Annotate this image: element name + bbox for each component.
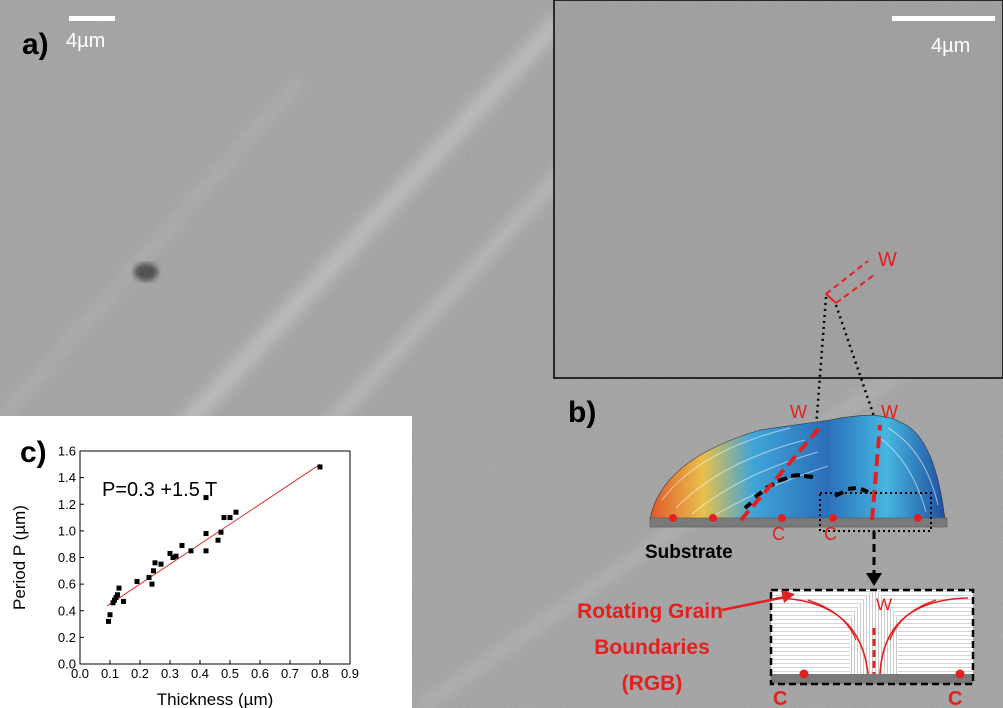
rgb-label-line-3: (RGB) <box>622 672 683 695</box>
y-tick-label: 0.8 <box>58 550 76 565</box>
data-point <box>134 578 140 584</box>
data-point <box>112 597 117 603</box>
data-point <box>203 548 209 554</box>
panel-b-label: b) <box>568 396 596 429</box>
data-point <box>107 612 113 618</box>
y-tick-label: 1.4 <box>58 470 76 485</box>
substrate-bar <box>649 517 948 528</box>
data-point <box>115 592 120 598</box>
data-point <box>179 543 185 549</box>
inset-wall-label: W <box>878 249 897 271</box>
data-point <box>121 598 126 604</box>
data-point <box>170 555 176 560</box>
data-point <box>113 594 119 600</box>
y-tick-label: 0.4 <box>58 603 76 618</box>
panel-a-label: a) <box>22 28 49 61</box>
data-point <box>146 574 152 580</box>
inset-wall-marker <box>825 260 875 304</box>
zoom-contact-label: C <box>773 688 787 708</box>
x-tick-label: 0.1 <box>101 666 119 681</box>
data-point <box>203 495 209 501</box>
x-tick-label: 0.8 <box>311 666 329 681</box>
data-point <box>233 509 239 515</box>
contact-label-c: C <box>772 524 785 544</box>
zoom-arrow <box>866 531 882 586</box>
fit-equation: P=0.3 +1.5 T <box>102 479 217 501</box>
data-point <box>167 551 173 557</box>
scatter-chart: 0.0 0.1 0.2 0.3 0.4 0.5 0.6 0.7 0.8 0.9 0.0 0.2 0.4 0… <box>10 444 359 708</box>
y-tick-label: 1.2 <box>58 497 76 512</box>
zoom-contact-label: C <box>948 688 962 708</box>
data-point <box>203 531 209 537</box>
inset-micrograph <box>553 0 1003 379</box>
scalebar-inset-label: 4µm <box>931 35 970 57</box>
connector-line <box>814 296 828 429</box>
x-tick-label: 0.3 <box>161 666 179 681</box>
connector-line <box>834 304 880 429</box>
fit-line <box>106 463 321 607</box>
rgb-annotation: Rotating Grain Boundaries (RGB) <box>577 590 795 695</box>
x-axis-label: Thickness (µm) <box>157 690 274 708</box>
wall-line <box>870 424 882 521</box>
wall-line <box>739 423 824 522</box>
wall-label-w: W <box>790 402 807 422</box>
y-tick-label: 0.6 <box>58 577 76 592</box>
x-tick-label: 0.2 <box>131 666 149 681</box>
data-point <box>221 515 227 521</box>
data-point <box>218 529 224 535</box>
scalebar-a <box>69 16 115 21</box>
y-tick-label: 0.0 <box>58 657 76 672</box>
scalebar-inset <box>892 16 995 21</box>
x-tick-label: 0.7 <box>281 666 299 681</box>
data-point <box>116 585 122 591</box>
y-tick-label: 0.2 <box>58 630 76 645</box>
zoom-source-box <box>819 492 932 532</box>
data-point <box>151 568 156 574</box>
wall-label-w: W <box>881 402 898 422</box>
x-tick-label: 0.0 <box>71 666 89 681</box>
data-point <box>188 548 194 554</box>
data-point <box>227 515 233 521</box>
panel-c-background <box>0 416 412 708</box>
x-tick-label: 0.5 <box>221 666 239 681</box>
y-tick-label: 1.0 <box>58 523 76 538</box>
data-point <box>317 464 323 470</box>
data-point <box>149 581 155 587</box>
y-tick-label: 1.6 <box>58 444 76 459</box>
data-point <box>152 560 158 566</box>
panel-c-label: c) <box>20 436 47 469</box>
scalebar-a-label: 4µm <box>66 30 105 52</box>
data-point <box>215 537 221 543</box>
zoom-wall-label: W <box>876 595 892 614</box>
contact-label-c: C <box>824 524 837 544</box>
data-point <box>158 561 164 567</box>
rgb-zoom-box <box>769 588 975 686</box>
substrate-label: Substrate <box>645 542 733 563</box>
contact-points <box>669 514 922 522</box>
data-point <box>106 618 111 624</box>
rgb-label-line-1: Rotating Grain <box>577 600 723 623</box>
y-axis-label: Period P (µm) <box>10 505 29 610</box>
x-tick-label: 0.6 <box>251 666 269 681</box>
rgb-label-line-2: Boundaries <box>594 636 710 659</box>
data-point <box>110 600 116 606</box>
x-tick-label: 0.4 <box>191 666 209 681</box>
data-point <box>173 553 179 559</box>
x-tick-label: 0.9 <box>341 666 359 681</box>
